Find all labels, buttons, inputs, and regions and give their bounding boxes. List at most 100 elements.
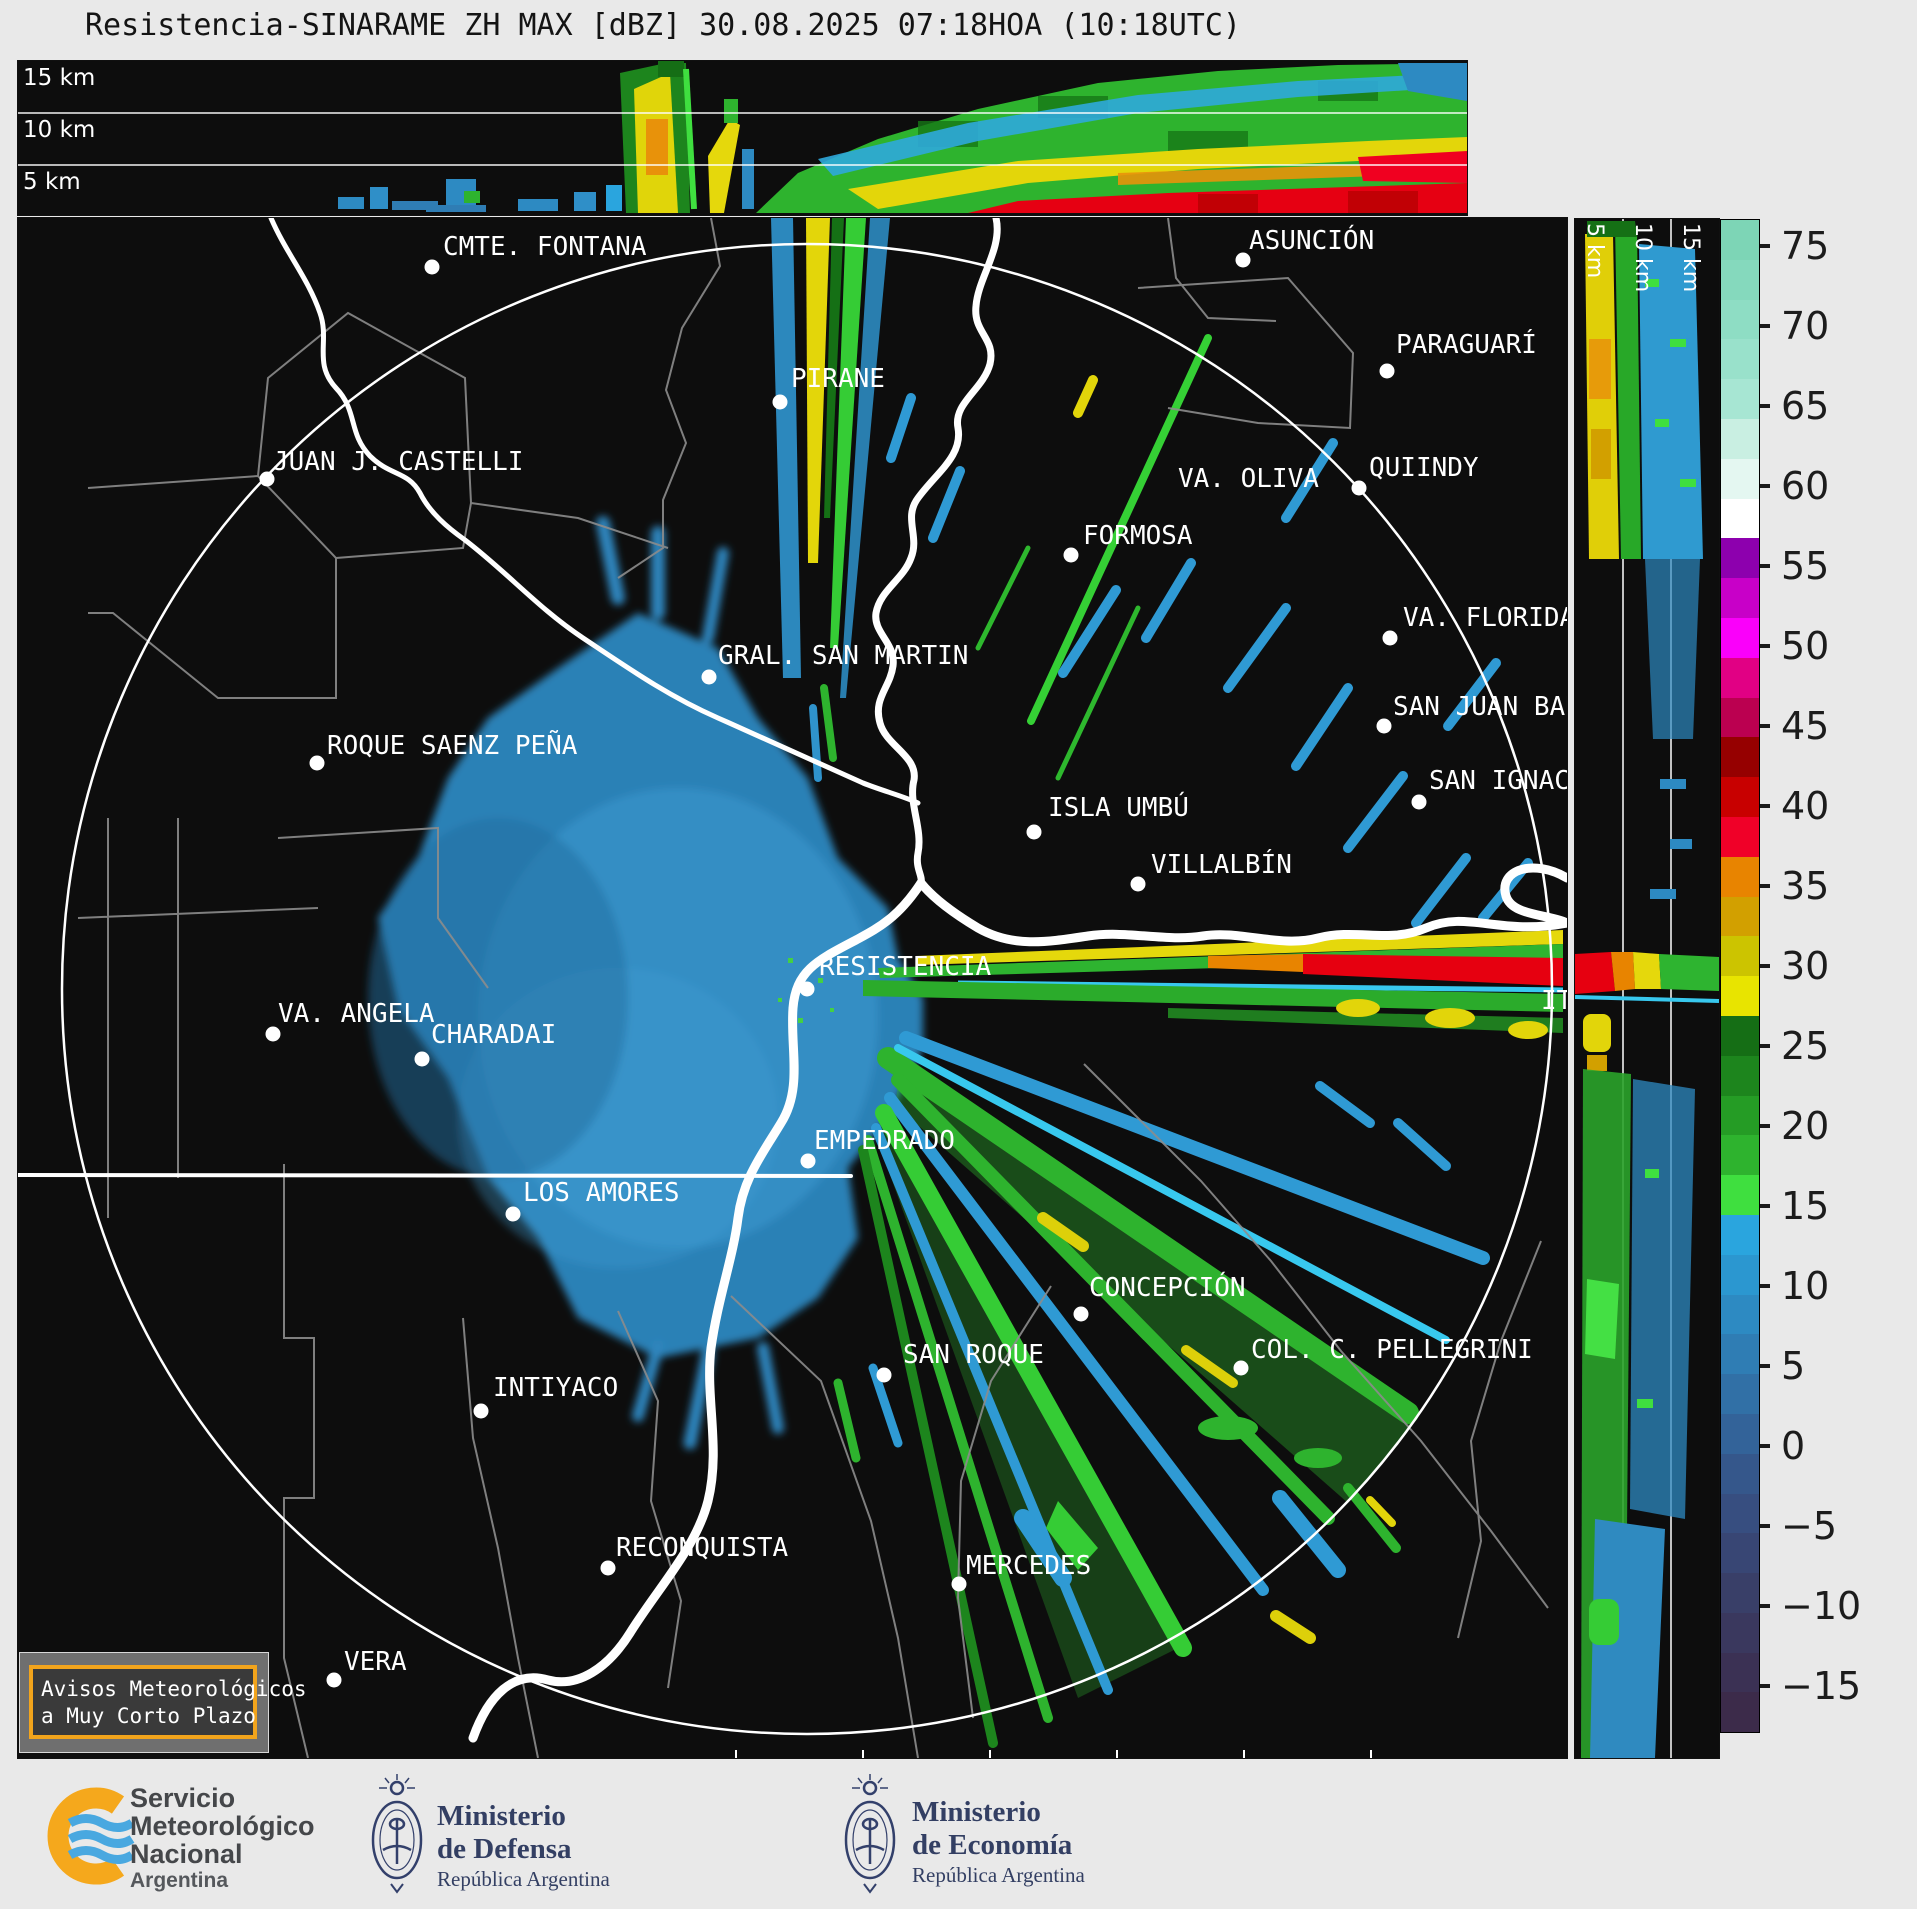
city-label: QUIINDY <box>1369 453 1479 483</box>
rhi-echo-graphic <box>1575 219 1719 1758</box>
city-dot <box>800 1153 816 1169</box>
city-dot <box>259 471 275 487</box>
defensa-wordmark: Ministerio de Defensa República Argentin… <box>437 1800 610 1892</box>
colorbar-tick-label: 20 <box>1781 1104 1830 1148</box>
city-label: LOS AMORES <box>523 1178 680 1208</box>
colorbar-segment <box>1721 1573 1759 1613</box>
smn-line1: Servicio <box>130 1783 236 1813</box>
colorbar-tick-mark <box>1759 1204 1770 1208</box>
rhi-middle-echoes <box>1650 779 1692 899</box>
xz-height-label-10km: 10 km <box>23 117 96 143</box>
city-label: SAN ROQUE <box>903 1340 1044 1370</box>
parana-river-lower <box>468 878 926 1743</box>
range-circle <box>60 242 1554 1736</box>
paraguay-river <box>872 218 1001 887</box>
alert-badge-inner: Avisos Meteorológicos a Muy Corto Plazo <box>29 1665 307 1739</box>
city-label: EMPEDRADO <box>814 1126 955 1156</box>
colorbar-tick-mark <box>1759 324 1770 328</box>
colorbar-tick-mark <box>1759 1444 1770 1448</box>
city-label: CONCEPCIÓN <box>1089 1273 1246 1303</box>
city-dot <box>799 981 815 997</box>
colorbar-tick-label: 40 <box>1781 784 1830 828</box>
colorbar-tick-label: 15 <box>1781 1184 1830 1228</box>
colorbar-segment <box>1721 617 1759 658</box>
city-dot <box>1063 547 1079 563</box>
city-dot <box>1073 1306 1089 1322</box>
echo-se-fan <box>833 1031 1490 1748</box>
colorbar-tick-mark <box>1759 1684 1770 1688</box>
colorbar-tick-mark <box>1759 724 1770 728</box>
city-label: VA. OLIVA <box>1178 464 1319 494</box>
colorbar-tick-label: 25 <box>1781 1024 1830 1068</box>
echo-central-blue-mass <box>368 516 923 1450</box>
city-dot <box>424 259 440 275</box>
colorbar-segment <box>1721 936 1759 977</box>
department-boundaries <box>77 218 1549 1758</box>
colorbar-segment <box>1721 697 1759 738</box>
city-label: RECONQUISTA <box>616 1533 789 1563</box>
colorbar-segment <box>1721 1055 1759 1096</box>
defensa-line1: Ministerio <box>437 1800 566 1832</box>
city-label: FORMOSA <box>1083 521 1193 551</box>
colorbar-segment <box>1721 379 1759 419</box>
colorbar-segment <box>1721 578 1759 618</box>
alert-line2: a Muy Corto Plazo <box>41 1704 256 1728</box>
smn-logo <box>47 1787 135 1885</box>
economia-line2: de Economía <box>912 1829 1073 1861</box>
smn-line3: Nacional <box>130 1839 243 1869</box>
footer: Servicio Meteorológico Nacional Argentin… <box>0 1760 1917 1909</box>
city-dot <box>1411 794 1427 810</box>
city-dot <box>1351 480 1367 496</box>
colorbar-tick-label: 50 <box>1781 624 1830 668</box>
colorbar-tick-mark <box>1759 1124 1770 1128</box>
colorbar-tick-mark <box>1759 1044 1770 1048</box>
colorbar-segment <box>1721 1214 1759 1255</box>
city-label: MERCEDES <box>966 1551 1092 1581</box>
rhi-cross-section-panel: 5 km 10 km 15 km <box>1574 218 1720 1759</box>
city-dot <box>772 394 788 410</box>
province-boundary-line <box>18 1173 853 1178</box>
colorbar-segment <box>1721 259 1759 300</box>
xz-height-label-15km: 15 km <box>23 65 96 91</box>
city-dot <box>1233 1360 1249 1376</box>
city-dot <box>1130 876 1146 892</box>
city-dot <box>1026 824 1042 840</box>
xz-height-label-5km: 5 km <box>23 169 81 195</box>
city-dot <box>309 755 325 771</box>
colorbar-tick-label: −5 <box>1781 1504 1838 1548</box>
defensa-line2: de Defensa <box>437 1833 572 1865</box>
alert-badge[interactable]: Avisos Meteorológicos a Muy Corto Plazo <box>19 1652 307 1753</box>
colorbar-tick-mark <box>1759 564 1770 568</box>
city-label: RESISTENCIA <box>819 952 992 982</box>
rivers <box>18 218 1567 1743</box>
city-dot <box>326 1672 342 1688</box>
colorbar-tick-mark <box>1759 964 1770 968</box>
city-label: CMTE. FONTANA <box>443 232 647 262</box>
colorbar-segment <box>1721 1453 1759 1494</box>
xz-cross-section-panel: 15 km 10 km 5 km <box>17 60 1468 216</box>
city-label: VA. ANGELA <box>278 999 435 1029</box>
colorbar-segment <box>1721 1612 1759 1653</box>
rhi-height-label-5km: 5 km <box>1582 223 1607 279</box>
colorbar-tick-label: 65 <box>1781 384 1830 428</box>
colorbar-tick-label: −15 <box>1781 1664 1862 1708</box>
colorbar-tick-mark <box>1759 804 1770 808</box>
colorbar-segment <box>1721 1413 1759 1454</box>
page-title: Resistencia-SINARAME ZH MAX [dBZ] 30.08.… <box>85 8 1241 43</box>
city-label: ITATÍ <box>1541 986 1567 1016</box>
parana-river-upper <box>916 863 1567 947</box>
colorbar-tick-label: −10 <box>1781 1584 1862 1628</box>
colorbar-segment <box>1721 1135 1759 1176</box>
city-label: SAN JUAN BAUTISTA <box>1393 692 1567 722</box>
city-label: CHARADAI <box>431 1020 557 1050</box>
colorbar-tick-mark <box>1759 884 1770 888</box>
colorbar-segment <box>1721 1254 1759 1295</box>
defensa-subline: República Argentina <box>437 1867 610 1891</box>
colorbar-tick-label: 60 <box>1781 464 1830 508</box>
city-label: INTIYACO <box>493 1373 619 1403</box>
colorbar-segment <box>1721 1652 1759 1693</box>
colorbar-tick-label: 45 <box>1781 704 1830 748</box>
city-dot <box>414 1051 430 1067</box>
economia-line1: Ministerio <box>912 1796 1041 1828</box>
